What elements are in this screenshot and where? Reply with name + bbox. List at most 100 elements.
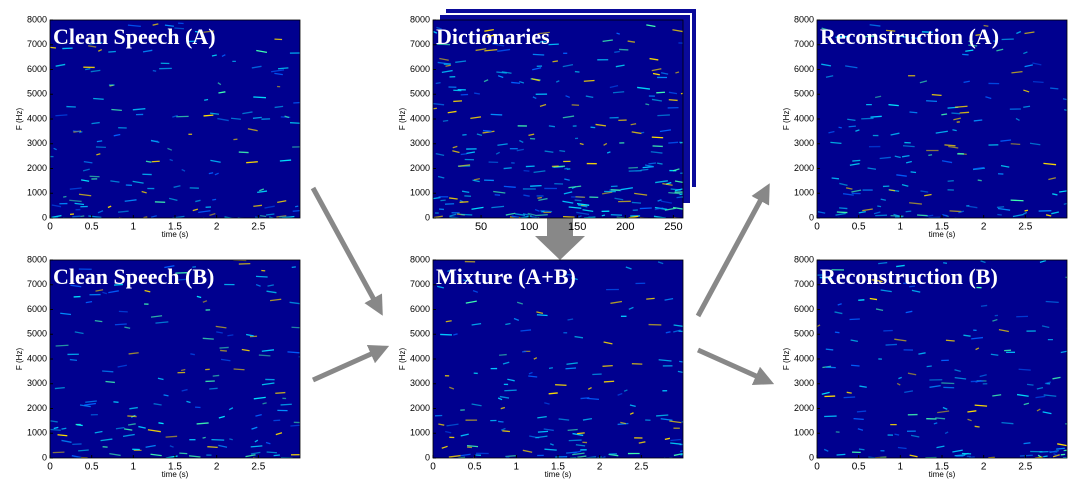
harmonic [520,215,532,218]
harmonic [910,434,920,438]
harmonic [1016,393,1029,397]
harmonic [460,153,468,156]
harmonic [128,352,139,355]
harmonic [821,63,832,67]
harmonic [935,417,946,420]
harmonic [672,29,683,33]
harmonic [530,185,542,187]
harmonic [893,213,900,217]
y-axis-label: F (Hz) [782,108,791,131]
harmonic [926,214,934,217]
harmonic [442,119,449,122]
y-tick-label: 0 [809,212,814,222]
harmonic [548,125,556,128]
harmonic [111,108,122,112]
harmonic [586,397,600,400]
harmonic [440,333,452,336]
harmonic [612,91,625,94]
harmonic [620,187,633,191]
harmonic [965,204,970,207]
harmonic [890,132,900,136]
harmonic [577,455,587,458]
harmonic [821,27,829,31]
harmonic [662,182,673,186]
arrows [310,183,775,386]
harmonic [465,300,477,304]
harmonic [264,205,275,209]
harmonic [519,139,524,144]
harmonic [668,91,678,95]
y-tick-label: 7000 [794,279,814,289]
x-tick-label: 0 [814,222,820,233]
harmonic [500,406,506,410]
harmonic [211,54,217,57]
harmonic [905,310,913,314]
harmonic [680,92,683,95]
harmonic [1060,350,1067,354]
harmonic [163,394,169,397]
harmonic [567,318,574,321]
panel-title: Reconstruction (B) [820,264,998,289]
harmonic [660,72,669,75]
harmonic [575,196,586,198]
harmonic [110,180,120,183]
harmonic [1012,213,1024,218]
harmonic [859,385,867,388]
harmonic [122,433,135,438]
y-tick-label: 7000 [410,39,430,49]
harmonic [562,115,575,119]
y-tick-label: 3000 [27,378,47,388]
harmonic [220,349,227,352]
harmonic [1022,211,1028,215]
y-tick-label: 8000 [27,254,47,264]
harmonic [246,161,258,164]
harmonic [945,339,955,342]
harmonic [503,167,512,170]
x-tick-label: 2.5 [634,462,648,473]
y-tick-label: 4000 [410,113,430,123]
harmonic [941,160,953,164]
harmonic [216,331,223,334]
harmonic [164,265,175,269]
harmonic [53,147,57,151]
harmonic [926,100,938,103]
harmonic [502,361,510,365]
harmonic [458,164,471,167]
harmonic [917,214,928,217]
harmonic [241,348,250,352]
harmonic [979,374,987,378]
harmonic [82,168,90,172]
harmonic [973,166,985,170]
y-tick-label: 5000 [27,329,47,339]
harmonic [449,197,458,200]
harmonic [1023,51,1028,55]
harmonic [144,289,151,293]
harmonic [853,418,864,421]
harmonic [849,318,860,321]
harmonic [658,359,672,362]
harmonic [638,441,646,444]
harmonic [519,80,525,84]
harmonic [169,197,178,202]
harmonic [562,200,574,204]
harmonic [165,435,178,438]
harmonic [568,206,582,209]
y-tick-label: 4000 [410,353,430,363]
harmonic [616,32,620,35]
harmonic [552,60,559,63]
y-tick-label: 3000 [794,378,814,388]
harmonic [441,69,453,73]
harmonic [266,290,277,294]
harmonic [515,213,526,216]
x-tick-label: 2 [214,462,220,473]
harmonic [679,141,683,144]
harmonic [505,455,517,458]
harmonic [1042,411,1052,415]
harmonic [475,48,487,52]
harmonic [907,372,917,376]
harmonic [845,187,853,190]
harmonic [115,427,125,430]
harmonic [132,108,146,111]
harmonic [905,160,912,164]
harmonic [194,30,201,33]
